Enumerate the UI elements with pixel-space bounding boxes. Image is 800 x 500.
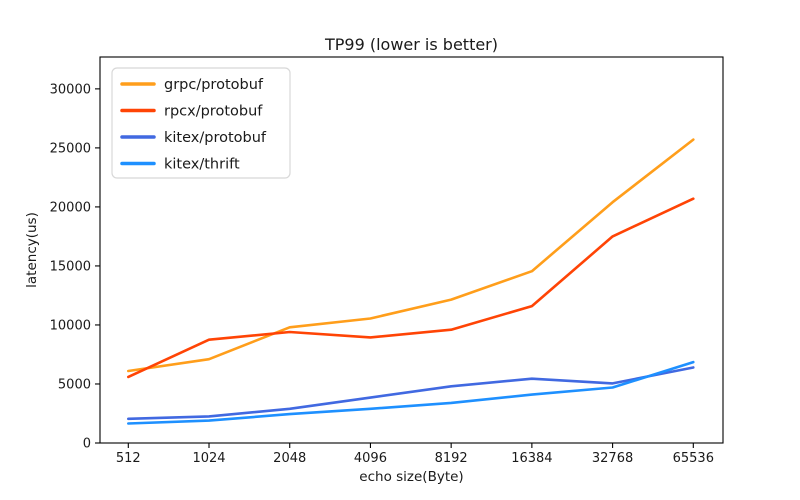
legend: grpc/protobuf rpcx/protobuf kitex/protobuf…: [111, 67, 291, 179]
series-lines: [127, 138, 695, 425]
x-tick-label: 8192: [435, 451, 468, 466]
legend-label-kitex-thrift: kitex/thrift: [164, 157, 240, 173]
x-tick-label: 4096: [354, 451, 387, 466]
x-tick-label: 65536: [673, 451, 714, 466]
series-line-kitex-thrift: [127, 360, 695, 425]
y-tick-label: 15000: [50, 259, 91, 274]
series-line-grpc-protobuf: [127, 138, 695, 373]
y-tick-label: 20000: [50, 200, 91, 215]
x-tick-label: 512: [116, 451, 141, 466]
y-tick-label: 5000: [58, 377, 91, 392]
y-tick-label: 0: [83, 437, 91, 452]
x-tick-label: 1024: [192, 451, 225, 466]
legend-label-rpcx-protobuf: rpcx/protobuf: [164, 104, 263, 120]
x-axis-label: echo size(Byte): [359, 469, 463, 485]
series-line-kitex-protobuf: [127, 366, 695, 421]
x-tick-label: 16384: [511, 451, 552, 466]
legend-label-kitex-protobuf: kitex/protobuf: [164, 130, 267, 146]
y-axis-ticks: 0 5000 10000 15000 20000 25000 30000: [50, 82, 100, 452]
x-axis-ticks: 512 1024 2048 4096 8192 16384 32768 65536: [116, 443, 714, 466]
x-tick-label: 2048: [273, 451, 306, 466]
y-axis-label: latency(us): [24, 212, 40, 288]
plot-area-border: [99, 56, 724, 444]
y-tick-label: 30000: [50, 82, 91, 97]
series-line-rpcx-protobuf: [127, 197, 695, 379]
y-tick-label: 10000: [50, 318, 91, 333]
chart-title: TP99 (lower is better): [324, 35, 498, 54]
y-tick-label: 25000: [50, 141, 91, 156]
x-tick-label: 32768: [592, 451, 633, 466]
legend-label-grpc-protobuf: grpc/protobuf: [164, 77, 264, 93]
legend-box: [111, 67, 291, 179]
